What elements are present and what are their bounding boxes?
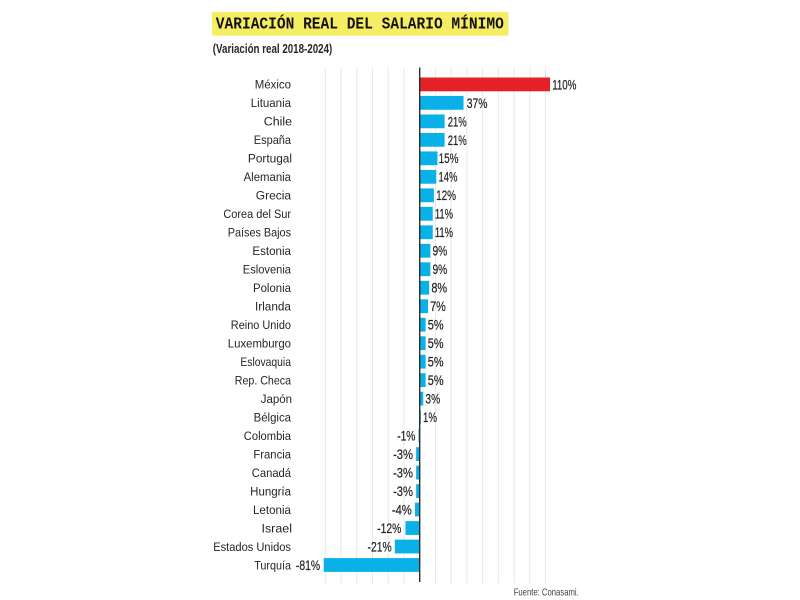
svg-text:Irlanda: Irlanda <box>255 300 291 314</box>
svg-text:-21%: -21% <box>368 539 392 554</box>
svg-text:Portugal: Portugal <box>248 152 292 166</box>
svg-text:Estonia: Estonia <box>252 244 291 258</box>
svg-text:15%: 15% <box>439 151 459 166</box>
svg-text:Francia: Francia <box>253 447 291 461</box>
svg-text:Japón: Japón <box>261 392 292 406</box>
svg-text:(Variación real 2018-2024): (Variación real 2018-2024) <box>213 41 333 56</box>
svg-text:9%: 9% <box>433 244 448 259</box>
svg-text:Bélgica: Bélgica <box>254 410 291 424</box>
svg-text:Países Bajos: Países Bajos <box>228 226 291 240</box>
svg-text:Rep. Checa: Rep. Checa <box>235 373 291 387</box>
svg-text:Alemania: Alemania <box>244 170 291 184</box>
svg-text:12%: 12% <box>436 188 456 203</box>
svg-text:5%: 5% <box>428 355 444 370</box>
svg-text:Reino Unido: Reino Unido <box>231 318 291 332</box>
svg-text:Chile: Chile <box>264 115 292 129</box>
svg-text:Estados Unidos: Estados Unidos <box>213 540 291 554</box>
svg-text:Polonia: Polonia <box>253 281 291 295</box>
svg-text:3%: 3% <box>425 392 440 407</box>
svg-text:México: México <box>255 78 291 92</box>
svg-text:Hungría: Hungría <box>250 484 291 498</box>
svg-text:9%: 9% <box>433 262 448 277</box>
svg-text:Eslovenia: Eslovenia <box>243 263 291 277</box>
svg-text:7%: 7% <box>430 299 446 314</box>
svg-text:1%: 1% <box>423 410 437 425</box>
svg-text:14%: 14% <box>438 170 457 185</box>
svg-text:VARIACIÓN REAL DEL SALARIO MÍN: VARIACIÓN REAL DEL SALARIO MÍNIMO <box>216 15 504 35</box>
svg-text:21%: 21% <box>448 133 467 148</box>
svg-text:5%: 5% <box>428 318 444 333</box>
svg-text:Turquía: Turquía <box>254 558 291 572</box>
svg-text:11%: 11% <box>435 207 453 222</box>
svg-text:-81%: -81% <box>296 558 320 573</box>
svg-text:110%: 110% <box>552 77 576 92</box>
svg-text:8%: 8% <box>431 281 447 296</box>
svg-text:37%: 37% <box>467 96 488 111</box>
svg-text:-3%: -3% <box>393 447 413 462</box>
svg-text:-3%: -3% <box>393 484 413 499</box>
svg-text:España: España <box>254 133 291 147</box>
svg-text:Corea del Sur: Corea del Sur <box>223 207 291 221</box>
svg-text:Fuente: Conasami.: Fuente: Conasami. <box>514 587 579 598</box>
svg-text:-12%: -12% <box>377 521 401 536</box>
svg-text:Eslovaquia: Eslovaquia <box>240 355 291 369</box>
svg-text:Canadá: Canadá <box>252 466 291 480</box>
svg-text:Luxemburgo: Luxemburgo <box>228 336 291 350</box>
svg-text:Lituania: Lituania <box>251 96 291 110</box>
svg-text:5%: 5% <box>428 373 444 388</box>
svg-text:21%: 21% <box>448 114 467 129</box>
svg-text:-3%: -3% <box>393 465 413 480</box>
svg-text:11%: 11% <box>435 225 453 240</box>
svg-text:-4%: -4% <box>392 502 412 517</box>
svg-text:Colombia: Colombia <box>244 429 291 443</box>
svg-text:Israel: Israel <box>261 521 292 535</box>
svg-text:Grecia: Grecia <box>256 189 291 203</box>
svg-text:-1%: -1% <box>397 429 415 444</box>
svg-text:Letonia: Letonia <box>253 503 291 517</box>
svg-text:5%: 5% <box>428 336 444 351</box>
